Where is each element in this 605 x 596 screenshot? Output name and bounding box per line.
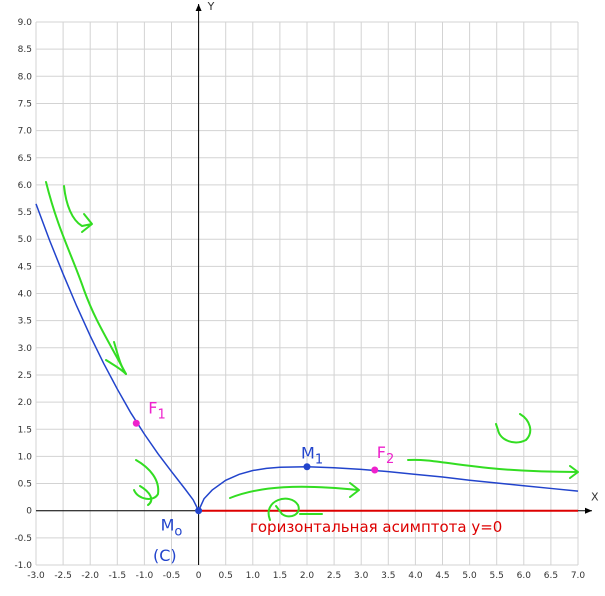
y-tick-label: 5.0 bbox=[18, 235, 33, 245]
x-tick-label: 3.5 bbox=[381, 571, 395, 581]
point-marker bbox=[303, 463, 311, 471]
grid bbox=[35, 21, 579, 566]
x-tick-label: 2.5 bbox=[327, 571, 341, 581]
y-tick-label: 0.5 bbox=[18, 480, 32, 490]
y-tick-label: 5.5 bbox=[18, 208, 32, 218]
y-tick-label: 2.0 bbox=[18, 398, 33, 408]
curve-layer bbox=[35, 203, 579, 513]
x-tick-label: 7.0 bbox=[571, 571, 586, 581]
point-marker bbox=[195, 507, 203, 515]
asymptote-label: горизонтальная асимптота y=0 bbox=[250, 518, 502, 536]
x-tick-label: -2.0 bbox=[81, 571, 99, 581]
x-tick-label: -3.0 bbox=[27, 571, 45, 581]
y-tick-label: 3.5 bbox=[18, 317, 32, 327]
x-axis-label: X bbox=[591, 491, 599, 504]
x-tick-label: 5.5 bbox=[490, 571, 504, 581]
x-tick-label: -2.5 bbox=[54, 571, 72, 581]
x-tick-label: -1.0 bbox=[136, 571, 154, 581]
sketch-arrow bbox=[495, 413, 532, 444]
x-tick-label: 6.0 bbox=[517, 571, 532, 581]
point-label: F2 bbox=[377, 443, 394, 467]
y-tick-label: 0 bbox=[26, 507, 32, 517]
y-tick-label: 9.0 bbox=[18, 18, 33, 28]
point-label-name: F bbox=[148, 398, 157, 417]
y-tick-label: 6.0 bbox=[18, 181, 33, 191]
point-label-sub: 2 bbox=[386, 452, 394, 467]
point-label: Mo bbox=[161, 516, 183, 540]
point-marker bbox=[132, 419, 140, 427]
y-tick-label: 2.5 bbox=[18, 371, 32, 381]
y-tick-label: 1.0 bbox=[18, 452, 33, 462]
x-tick-label: 6.5 bbox=[544, 571, 558, 581]
point-label-name: M bbox=[161, 516, 175, 535]
x-tick-label: 0.5 bbox=[219, 571, 233, 581]
sketch-arrow bbox=[407, 458, 579, 479]
x-tick-label: 4.5 bbox=[435, 571, 449, 581]
tick-labels: -3.0 -2.5 -2.0 -1.5 -1.0 -0.5 0 0.5 1.0 1.5 2.0 2.5… bbox=[14, 18, 585, 581]
x-tick-label: 2.0 bbox=[300, 571, 315, 581]
sketch-arrow bbox=[45, 181, 127, 375]
y-tick-label: 1.5 bbox=[18, 425, 32, 435]
y-tick-label: 7.0 bbox=[18, 127, 33, 137]
point-label-sub: o bbox=[174, 525, 182, 540]
x-tick-label: -1.5 bbox=[109, 571, 127, 581]
y-tick-label: -0.5 bbox=[14, 534, 32, 544]
sketch-arrow bbox=[105, 341, 127, 375]
point-label-sub: 1 bbox=[315, 453, 323, 468]
point-label-name: F bbox=[377, 443, 386, 462]
sketch-arrow bbox=[267, 497, 323, 521]
point-marker bbox=[371, 466, 379, 474]
y-tick-label: 6.5 bbox=[18, 154, 32, 164]
hand-drawn-arrows bbox=[45, 181, 579, 521]
sketch-arrow bbox=[229, 482, 360, 499]
y-tick-label: 4.0 bbox=[18, 290, 33, 300]
y-axis-arrow bbox=[195, 4, 202, 11]
x-tick-label: -0.5 bbox=[163, 571, 181, 581]
x-axis-arrow bbox=[585, 507, 592, 514]
axes: XY bbox=[36, 0, 599, 565]
y-tick-label: 8.5 bbox=[18, 45, 32, 55]
x-tick-label: 0 bbox=[196, 571, 202, 581]
curve-name-label: (C) bbox=[153, 546, 177, 565]
y-axis-label: Y bbox=[207, 0, 215, 13]
point-label: F1 bbox=[148, 398, 165, 422]
y-tick-label: -1.0 bbox=[14, 561, 32, 571]
x-tick-label: 4.0 bbox=[408, 571, 423, 581]
sketch-arrow bbox=[63, 185, 93, 233]
x-tick-label: 3.0 bbox=[354, 571, 369, 581]
point-label: M1 bbox=[301, 444, 323, 468]
sketch-arrow bbox=[133, 459, 160, 506]
x-tick-label: 5.0 bbox=[462, 571, 477, 581]
x-tick-label: 1.0 bbox=[246, 571, 261, 581]
curve-line bbox=[35, 203, 579, 513]
y-tick-label: 3.0 bbox=[18, 344, 33, 354]
y-tick-label: 4.5 bbox=[18, 262, 32, 272]
x-tick-label: 1.5 bbox=[273, 571, 287, 581]
point-label-name: M bbox=[301, 444, 315, 463]
y-tick-label: 8.0 bbox=[18, 72, 33, 82]
y-tick-label: 7.5 bbox=[18, 99, 32, 109]
point-label-sub: 1 bbox=[157, 407, 165, 422]
